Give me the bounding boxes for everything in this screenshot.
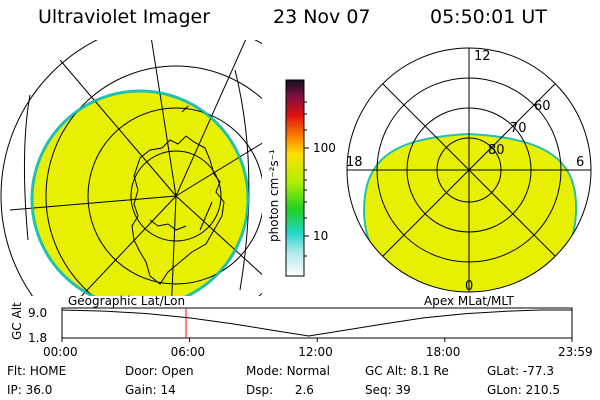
- geographic-map: [0, 40, 262, 309]
- observation-time: 05:50:01 UT: [430, 6, 547, 28]
- footer-gain: Gain: 14: [125, 383, 176, 397]
- polar-map-panel: 12 18 6 0 60 70 80: [338, 42, 600, 298]
- footer-glat: GLat: -77.3: [487, 364, 554, 378]
- footer-flight: Flt: HOME: [7, 364, 66, 378]
- x-tick-label: 06:00: [170, 345, 206, 359]
- gc-alt-key: GC Alt:: [365, 364, 407, 378]
- y-tick-label-min: 1.8: [28, 331, 47, 345]
- gain-key: Gain:: [125, 383, 157, 397]
- meridian-line: [175, 40, 247, 197]
- colorbar: 100 10 photon cm⁻²s⁻¹: [260, 72, 340, 287]
- x-tick-label: 18:00: [425, 345, 461, 359]
- ip-key: IP:: [7, 383, 22, 397]
- mlat-label-70: 70: [510, 121, 527, 136]
- geographic-map-panel: [0, 40, 262, 309]
- meridian-line: [80, 195, 177, 296]
- meridian-line: [59, 59, 177, 197]
- seq-value: 39: [395, 383, 411, 397]
- antarctica-coastline: [131, 135, 225, 285]
- altitude-series-line: [61, 309, 572, 337]
- footer-door: Door: Open: [125, 364, 194, 378]
- colorbar-gradient: [285, 79, 305, 277]
- door-value: Open: [161, 364, 194, 378]
- limb-arc: [23, 94, 31, 241]
- mlt-label-18: 18: [346, 155, 363, 170]
- ice-shelf-coastline: [199, 201, 213, 231]
- observation-date: 23 Nov 07: [273, 6, 371, 28]
- polar-map-caption: Apex MLat/MLT: [424, 294, 514, 308]
- mlat-label-60: 60: [534, 99, 551, 114]
- mlt-line: [382, 83, 556, 257]
- glon-value: 210.5: [525, 383, 560, 397]
- chart-y-label: GC Alt: [10, 302, 24, 340]
- chart-frame: [61, 307, 573, 339]
- footer-mode: Mode: Normal: [246, 364, 330, 378]
- meridian-line: [175, 195, 262, 276]
- gc-alt-value: 8.1 Re: [410, 364, 449, 378]
- ice-shelf-coastline: [149, 219, 187, 231]
- footer-glon: GLon: 210.5: [487, 383, 560, 397]
- footer-dsp: Dsp: 2.6: [246, 383, 314, 397]
- seq-key: Seq:: [365, 383, 392, 397]
- geo-map-caption: Geographic Lat/Lon: [68, 294, 185, 308]
- door-key: Door:: [125, 364, 158, 378]
- mlt-label-12: 12: [474, 49, 491, 64]
- flight-key: Flt:: [7, 364, 26, 378]
- polar-map: 12 18 6 0 60 70 80: [346, 47, 592, 294]
- dsp-value: 2.6: [294, 383, 314, 397]
- footer-ip: IP: 36.0: [7, 383, 52, 397]
- x-tick-label: 12:00: [298, 345, 333, 359]
- y-tick-label-max: 9.0: [28, 306, 47, 320]
- footer-gc-alt: GC Alt: 8.1 Re: [365, 364, 449, 378]
- glat-value: -77.3: [522, 364, 554, 378]
- meridian-line: [151, 40, 177, 197]
- ip-value: 36.0: [25, 383, 53, 397]
- x-tick-label: 23:59: [558, 345, 593, 359]
- dsp-key: Dsp:: [246, 383, 274, 397]
- meridian-line: [175, 142, 262, 197]
- meridian-line: [9, 195, 177, 211]
- colorbar-unit-label: photon cm⁻²s⁻¹: [267, 149, 281, 242]
- orbit-timeline: Geographic Lat/Lon Apex MLat/MLT GC Alt …: [0, 292, 600, 359]
- mode-key: Mode:: [246, 364, 283, 378]
- polar-grid: [346, 47, 592, 293]
- x-tick-label: 00:00: [43, 345, 78, 359]
- glon-key: GLon:: [487, 383, 522, 397]
- limb-arc: [234, 69, 250, 291]
- latitude-circle: [130, 150, 222, 242]
- mlat-label-80: 80: [488, 143, 505, 158]
- colorbar-ticks: [304, 101, 309, 257]
- latitude-circle: [0, 40, 262, 296]
- colorbar-tick-100: 100: [313, 141, 336, 155]
- colorbar-tick-10: 10: [313, 229, 328, 243]
- colorbar-scale: 100 10 photon cm⁻²s⁻¹: [267, 79, 336, 277]
- altitude-chart: Geographic Lat/Lon Apex MLat/MLT GC Alt …: [10, 294, 573, 345]
- mlt-label-6: 6: [576, 155, 584, 170]
- island-coastline: [186, 70, 196, 82]
- instrument-title: Ultraviolet Imager: [38, 6, 211, 28]
- mode-value: Normal: [286, 364, 330, 378]
- gain-value: 14: [160, 383, 176, 397]
- polar-emission-region: [362, 132, 578, 292]
- latitude-circle: [45, 65, 262, 296]
- flight-value: HOME: [29, 364, 67, 378]
- footer-seq: Seq: 39: [365, 383, 411, 397]
- glat-key: GLat:: [487, 364, 520, 378]
- mlt-label-0: 0: [465, 279, 473, 294]
- latitude-circle: [87, 107, 262, 285]
